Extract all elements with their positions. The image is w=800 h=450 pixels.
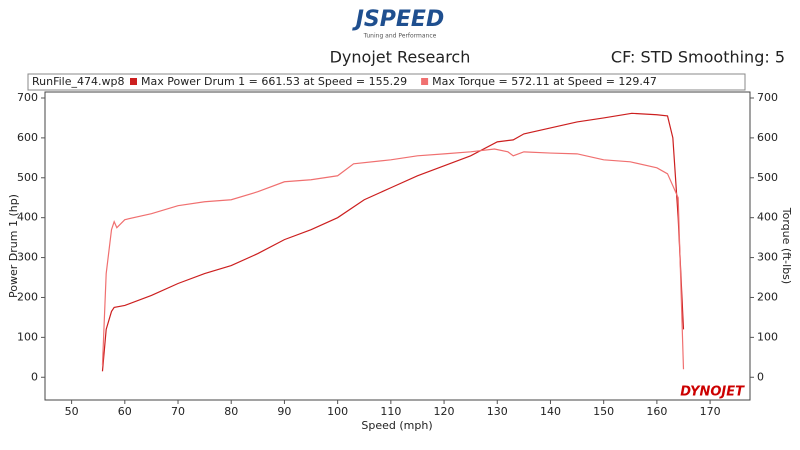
y2-tick-label: 0: [757, 370, 764, 383]
y-tick-label: 100: [17, 330, 38, 343]
x-tick-label: 150: [593, 405, 614, 418]
legend-title: RunFile_474.wp8: [32, 75, 124, 88]
x-tick-label: 50: [65, 405, 79, 418]
y-tick-label: 700: [17, 91, 38, 104]
x-tick-label: 110: [380, 405, 401, 418]
x-tick-label: 60: [118, 405, 132, 418]
brand-logo: DYNOJET: [680, 385, 745, 400]
y2-tick-label: 200: [757, 290, 778, 303]
x-tick-label: 160: [646, 405, 667, 418]
y2-tick-label: 700: [757, 91, 778, 104]
y-tick-label: 0: [31, 370, 38, 383]
legend-swatch: [130, 78, 137, 85]
x-tick-label: 70: [171, 405, 185, 418]
y-tick-label: 300: [17, 251, 38, 264]
plot-area: [44, 91, 751, 401]
x-axis-label: Speed (mph): [361, 419, 432, 432]
y-axis-label: Power Drum 1 (hp): [7, 194, 20, 298]
x-tick-label: 100: [327, 405, 348, 418]
y2-axis-label: Torque (ft-lbs): [780, 207, 793, 284]
y2-tick-label: 300: [757, 251, 778, 264]
logo-subtitle: Tuning and Performance: [363, 33, 437, 40]
legend: [27, 73, 746, 91]
y-tick-label: 500: [17, 171, 38, 184]
x-tick-label: 170: [700, 405, 721, 418]
x-tick-label: 130: [487, 405, 508, 418]
y2-tick-label: 400: [757, 211, 778, 224]
y-tick-label: 600: [17, 131, 38, 144]
chart-title: Dynojet Research: [330, 48, 471, 67]
logo: JSPEED: [352, 7, 444, 32]
x-tick-label: 120: [434, 405, 455, 418]
series-line: [101, 112, 685, 372]
x-tick-label: 90: [277, 405, 291, 418]
legend-label: Max Power Drum 1 = 661.53 at Speed = 155…: [141, 75, 407, 88]
legend-swatch: [421, 78, 429, 85]
y2-tick-label: 500: [757, 171, 778, 184]
y-tick-label: 200: [17, 290, 38, 303]
legend-label: Max Torque = 572.11 at Speed = 129.47: [432, 75, 657, 88]
series-line: [101, 148, 685, 370]
y2-tick-label: 600: [757, 131, 778, 144]
x-tick-label: 140: [540, 405, 561, 418]
y-tick-label: 400: [17, 211, 38, 224]
x-tick-label: 80: [224, 405, 238, 418]
chart-subtitle: CF: STD Smoothing: 5: [611, 48, 785, 67]
y2-tick-label: 100: [757, 330, 778, 343]
